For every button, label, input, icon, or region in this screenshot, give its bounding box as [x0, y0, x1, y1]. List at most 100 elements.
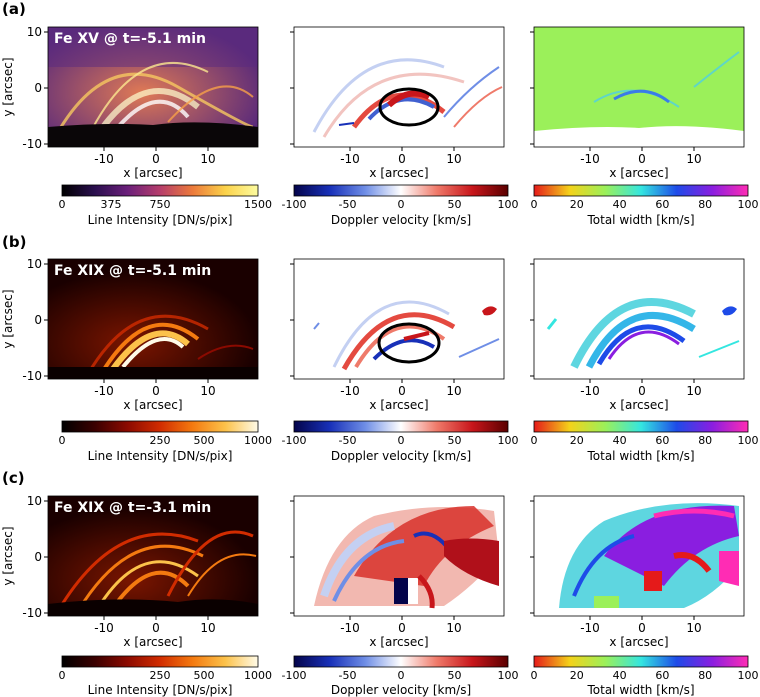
colorbar-tick: 40	[613, 669, 627, 682]
colorbar-tick: -50	[339, 669, 357, 682]
x-tick: 10	[686, 152, 701, 166]
y-axis-b1: 10 0 -10 y [arcsec]	[1, 257, 48, 383]
colorbar-width-b: 0 20 40 60 80 100 Total width [km/s]	[531, 420, 759, 463]
x-tick: 0	[152, 384, 160, 398]
x-tick: 10	[446, 384, 461, 398]
x-tick: 10	[446, 621, 461, 635]
x-tick: 0	[152, 152, 160, 166]
colorbar-intensity-b: 0 250 500 1000 Line Intensity [DN/s/pix]	[59, 420, 272, 463]
x-axis-c3: -10 0 10 x [arcsec]	[580, 616, 702, 649]
x-axis-label: x [arcsec]	[609, 166, 668, 180]
y-tick: 10	[27, 257, 42, 271]
x-tick: -10	[580, 621, 600, 635]
colorbar-tick: 0	[398, 198, 405, 211]
x-tick: 0	[398, 152, 406, 166]
x-axis-a1: -10 0 10 x [arcsec]	[94, 147, 216, 180]
x-tick: -10	[580, 152, 600, 166]
row-b: (b) Fe XIX @ t=-5.1 min -10 0 10 x [ar	[1, 233, 759, 463]
colorbar-width-c: 0 20 40 60 80 100 Total width [km/s]	[531, 655, 759, 697]
colorbar-tick: 500	[194, 434, 215, 447]
panel-b-intensity: Fe XIX @ t=-5.1 min -10 0 10 x [arcsec] …	[1, 257, 259, 412]
x-tick: 0	[638, 152, 646, 166]
colorbar-tick: 80	[698, 198, 712, 211]
colorbar-tick: 100	[498, 198, 519, 211]
colorbar-tick: -50	[339, 198, 357, 211]
x-axis-label: x [arcsec]	[609, 398, 668, 412]
panel-a-doppler: -10 0 10 x [arcsec]	[290, 26, 505, 180]
x-tick: -10	[340, 621, 360, 635]
colorbar-tick: 0	[531, 669, 538, 682]
x-tick: 0	[398, 384, 406, 398]
colorbar-tick: 0	[531, 198, 538, 211]
colorbar-tick: 1000	[244, 669, 272, 682]
colorbar-tick: 20	[570, 434, 584, 447]
colorbar-tick: 60	[655, 669, 669, 682]
y-axis-label: y [arcsec]	[1, 526, 15, 585]
x-axis-label: x [arcsec]	[123, 635, 182, 649]
colorbar-tick: 0	[398, 669, 405, 682]
y-axis-label: y [arcsec]	[1, 57, 15, 116]
colorbar-tick: 20	[570, 669, 584, 682]
x-axis-b3: -10 0 10 x [arcsec]	[580, 379, 702, 412]
x-axis-label: x [arcsec]	[369, 635, 428, 649]
y-tick: -10	[22, 369, 42, 383]
panel-c-width: -10 0 10 x [arcsec]	[530, 495, 745, 649]
panel-a-title: Fe XV @ t=-5.1 min	[54, 31, 206, 47]
colorbar-tick: -100	[282, 198, 307, 211]
colorbar-tick: 80	[698, 669, 712, 682]
x-axis-c2: -10 0 10 x [arcsec]	[340, 616, 462, 649]
colorbar-label: Doppler velocity [km/s]	[331, 449, 471, 463]
x-axis-label: x [arcsec]	[369, 398, 428, 412]
panel-c-title: Fe XIX @ t=-3.1 min	[54, 500, 211, 516]
colorbar-tick: 50	[448, 669, 462, 682]
colorbar-tick: 0	[531, 434, 538, 447]
colorbar-tick: 50	[448, 198, 462, 211]
x-tick: 10	[686, 621, 701, 635]
colorbar-tick: 500	[194, 669, 215, 682]
colorbar-doppler-b: -100 -50 0 50 100 Doppler velocity [km/s…	[282, 420, 519, 463]
x-axis-b2: -10 0 10 x [arcsec]	[340, 379, 462, 412]
x-tick: 0	[152, 621, 160, 635]
colorbar-tick: 100	[738, 198, 759, 211]
x-tick: -10	[340, 384, 360, 398]
y-tick: 0	[34, 81, 42, 95]
colorbar-tick: 375	[101, 198, 122, 211]
row-c: (c) Fe XIX @ t=-3.1 min -10 0 10	[1, 469, 759, 697]
colorbar-tick: 20	[570, 198, 584, 211]
colorbar-label: Line Intensity [DN/s/pix]	[88, 449, 233, 463]
colorbar-label: Total width [km/s]	[586, 449, 694, 463]
colorbar-tick: 0	[59, 434, 66, 447]
row-c-label: (c)	[2, 469, 25, 487]
panel-a-intensity: Fe XV @ t=-5.1 min -10 0 10 x [arcsec] 1…	[1, 25, 259, 180]
colorbar-tick: 40	[613, 434, 627, 447]
x-tick: 0	[398, 621, 406, 635]
x-tick: 10	[200, 152, 215, 166]
colorbar-tick: 0	[59, 198, 66, 211]
x-tick: -10	[94, 384, 114, 398]
x-tick: -10	[94, 152, 114, 166]
colorbar-tick: 40	[613, 198, 627, 211]
panel-b-width: -10 0 10 x [arcsec]	[530, 258, 745, 412]
colorbar-tick: 750	[150, 198, 171, 211]
colorbar-tick: 50	[448, 434, 462, 447]
x-tick: 0	[638, 384, 646, 398]
colorbar-tick: 100	[498, 669, 519, 682]
row-a-label: (a)	[2, 0, 26, 18]
y-axis-a1: 10 0 -10 y [arcsec]	[1, 25, 48, 151]
y-tick: 10	[27, 494, 42, 508]
colorbar-tick: 0	[59, 669, 66, 682]
colorbar-width-a: 0 20 40 60 80 100 Total width [km/s]	[531, 184, 759, 227]
colorbar-tick: 100	[738, 434, 759, 447]
panel-b-doppler: -10 0 10 x [arcsec]	[290, 258, 505, 412]
y-tick: -10	[22, 606, 42, 620]
colorbar-tick: 60	[655, 434, 669, 447]
y-tick: 0	[34, 313, 42, 327]
y-tick: 10	[27, 25, 42, 39]
x-tick: -10	[340, 152, 360, 166]
colorbar-label: Doppler velocity [km/s]	[331, 213, 471, 227]
colorbar-tick: 250	[150, 434, 171, 447]
x-tick: 10	[686, 384, 701, 398]
colorbar-tick: 250	[150, 669, 171, 682]
colorbar-intensity-c: 0 250 500 1000 Line Intensity [DN/s/pix]	[59, 655, 272, 697]
